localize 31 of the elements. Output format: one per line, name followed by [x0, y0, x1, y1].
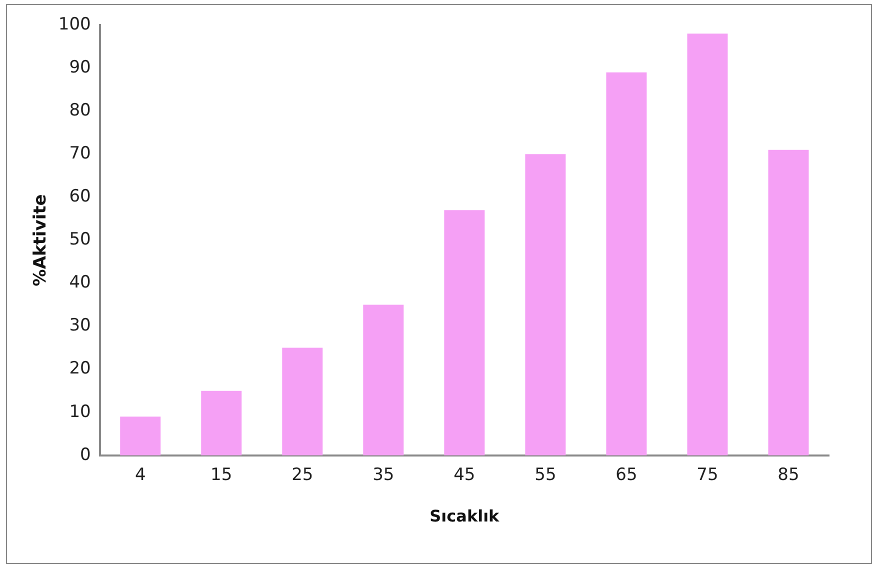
x-tick-label: 25 — [292, 465, 314, 486]
x-axis-title: Sıcaklık — [430, 506, 500, 526]
bar — [687, 34, 728, 456]
y-tick-label: 60 — [69, 186, 91, 207]
x-tick-label: 75 — [696, 465, 718, 486]
x-tick-label: 85 — [778, 465, 800, 486]
bar — [525, 154, 566, 456]
bar — [120, 416, 161, 456]
y-tick-label: 10 — [69, 402, 91, 422]
y-tick-label: 40 — [69, 272, 91, 293]
y-axis-title: %Aktivite — [30, 194, 51, 286]
x-tick-label: 4 — [134, 465, 146, 486]
x-tick-label: 15 — [210, 465, 232, 486]
y-tick-label: 100 — [58, 14, 91, 34]
bar — [444, 210, 485, 456]
y-tick-label: 20 — [69, 358, 91, 379]
x-tick-label: 65 — [616, 465, 638, 486]
bar — [201, 390, 242, 456]
bar — [768, 150, 809, 456]
y-tick-label: 50 — [69, 230, 91, 250]
y-tick-label: 70 — [69, 144, 91, 164]
y-tick-label: 0 — [80, 444, 91, 465]
y-tick-label: 80 — [69, 100, 91, 120]
y-tick-label: 90 — [69, 57, 91, 78]
x-tick-label: 55 — [534, 465, 556, 486]
x-tick-label: 45 — [454, 465, 476, 486]
x-tick-label: 35 — [372, 465, 394, 486]
bar — [363, 304, 404, 456]
bar — [606, 72, 647, 456]
y-tick-label: 30 — [69, 316, 91, 336]
bar — [282, 348, 323, 456]
